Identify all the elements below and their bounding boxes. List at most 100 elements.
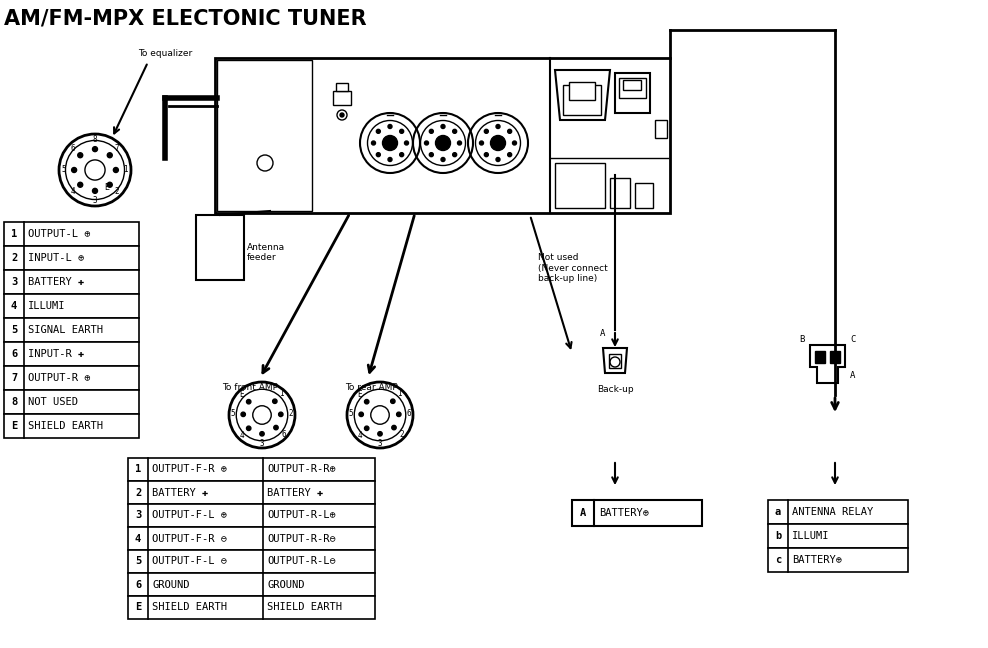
Circle shape <box>108 153 113 157</box>
Text: 5: 5 <box>62 165 66 174</box>
Text: 6: 6 <box>406 410 411 419</box>
Bar <box>4 318 139 342</box>
Bar <box>215 58 670 213</box>
Text: E: E <box>358 390 362 399</box>
Circle shape <box>436 135 451 150</box>
Circle shape <box>396 412 401 417</box>
Text: 3: 3 <box>93 196 97 205</box>
Text: GROUND: GROUND <box>267 579 304 590</box>
Text: 3: 3 <box>11 277 17 287</box>
Text: OUTPUT-R-L⊕: OUTPUT-R-L⊕ <box>267 511 336 520</box>
Text: 2: 2 <box>399 430 404 439</box>
Text: SHIELD EARTH: SHIELD EARTH <box>267 603 342 612</box>
Text: 1: 1 <box>280 389 284 399</box>
Text: 4: 4 <box>71 187 75 196</box>
Circle shape <box>388 157 392 161</box>
Text: BATTERY⊕: BATTERY⊕ <box>599 508 649 518</box>
Circle shape <box>453 130 456 133</box>
Text: A: A <box>580 508 586 518</box>
Bar <box>4 246 139 270</box>
Circle shape <box>508 130 512 133</box>
Bar <box>4 294 139 318</box>
Text: 2: 2 <box>288 410 293 419</box>
Text: OUTPUT-L ⊕: OUTPUT-L ⊕ <box>28 229 91 239</box>
Circle shape <box>365 400 369 404</box>
Text: a: a <box>775 507 782 517</box>
Text: SHIELD EARTH: SHIELD EARTH <box>152 603 227 612</box>
Circle shape <box>388 124 392 128</box>
Text: GROUND: GROUND <box>152 579 190 590</box>
Text: SHIELD EARTH: SHIELD EARTH <box>28 421 103 431</box>
Text: 5: 5 <box>11 325 17 335</box>
Text: 6: 6 <box>11 349 17 359</box>
Circle shape <box>114 167 119 172</box>
Text: A: A <box>600 329 606 338</box>
Circle shape <box>457 141 461 145</box>
Bar <box>610 178 630 208</box>
Text: 8: 8 <box>93 135 97 144</box>
Text: 4: 4 <box>135 533 141 544</box>
Text: 2: 2 <box>115 187 120 196</box>
Text: 4: 4 <box>239 431 244 440</box>
Bar <box>128 596 375 619</box>
Text: b: b <box>775 531 782 541</box>
Bar <box>128 481 375 504</box>
Circle shape <box>392 425 396 430</box>
Bar <box>128 504 375 527</box>
Text: 7: 7 <box>11 373 17 383</box>
Text: OUTPUT-R ⊕: OUTPUT-R ⊕ <box>28 373 91 383</box>
Circle shape <box>376 130 380 133</box>
Circle shape <box>93 146 98 152</box>
Circle shape <box>490 135 506 150</box>
Circle shape <box>479 141 483 145</box>
Bar <box>4 270 139 294</box>
Circle shape <box>430 153 434 157</box>
Text: To rear AMP: To rear AMP <box>345 384 398 393</box>
Text: 5: 5 <box>349 410 354 419</box>
Bar <box>4 390 139 414</box>
Bar <box>768 500 908 524</box>
Bar <box>4 414 139 438</box>
Text: OUTPUT-R-R⊕: OUTPUT-R-R⊕ <box>267 465 336 474</box>
Text: To front AMP: To front AMP <box>222 384 278 393</box>
Text: c: c <box>775 555 782 565</box>
Circle shape <box>246 426 251 430</box>
Polygon shape <box>555 70 610 120</box>
Bar <box>815 351 825 363</box>
Bar <box>555 163 605 208</box>
Text: INPUT-R ✚: INPUT-R ✚ <box>28 349 84 359</box>
Circle shape <box>246 400 251 404</box>
Bar <box>333 91 351 105</box>
Text: 6: 6 <box>282 430 286 439</box>
Circle shape <box>376 153 380 157</box>
Circle shape <box>71 167 77 172</box>
Circle shape <box>484 153 488 157</box>
Text: 2: 2 <box>11 253 17 263</box>
Circle shape <box>108 182 113 187</box>
Circle shape <box>359 412 364 417</box>
Circle shape <box>400 153 404 157</box>
Circle shape <box>377 432 382 436</box>
Text: To equalizer: To equalizer <box>138 49 193 58</box>
Circle shape <box>241 412 245 417</box>
Bar <box>615 73 650 113</box>
Text: Antenna
feeder: Antenna feeder <box>247 243 286 262</box>
Text: C: C <box>850 336 856 345</box>
Circle shape <box>273 399 277 404</box>
Text: BATTERY⊕: BATTERY⊕ <box>792 555 842 565</box>
Text: BATTERY ✚: BATTERY ✚ <box>267 487 323 498</box>
Text: OUTPUT-F-R ⊕: OUTPUT-F-R ⊕ <box>152 465 227 474</box>
Bar <box>128 550 375 573</box>
Circle shape <box>453 153 456 157</box>
Bar <box>768 548 908 572</box>
Circle shape <box>78 153 83 157</box>
Text: E: E <box>135 603 141 612</box>
Polygon shape <box>810 345 845 383</box>
Circle shape <box>93 189 98 193</box>
Bar <box>196 215 244 280</box>
Circle shape <box>78 182 83 187</box>
Bar <box>563 85 601 115</box>
Circle shape <box>371 141 375 145</box>
Text: 7: 7 <box>115 144 120 153</box>
Bar <box>128 527 375 550</box>
